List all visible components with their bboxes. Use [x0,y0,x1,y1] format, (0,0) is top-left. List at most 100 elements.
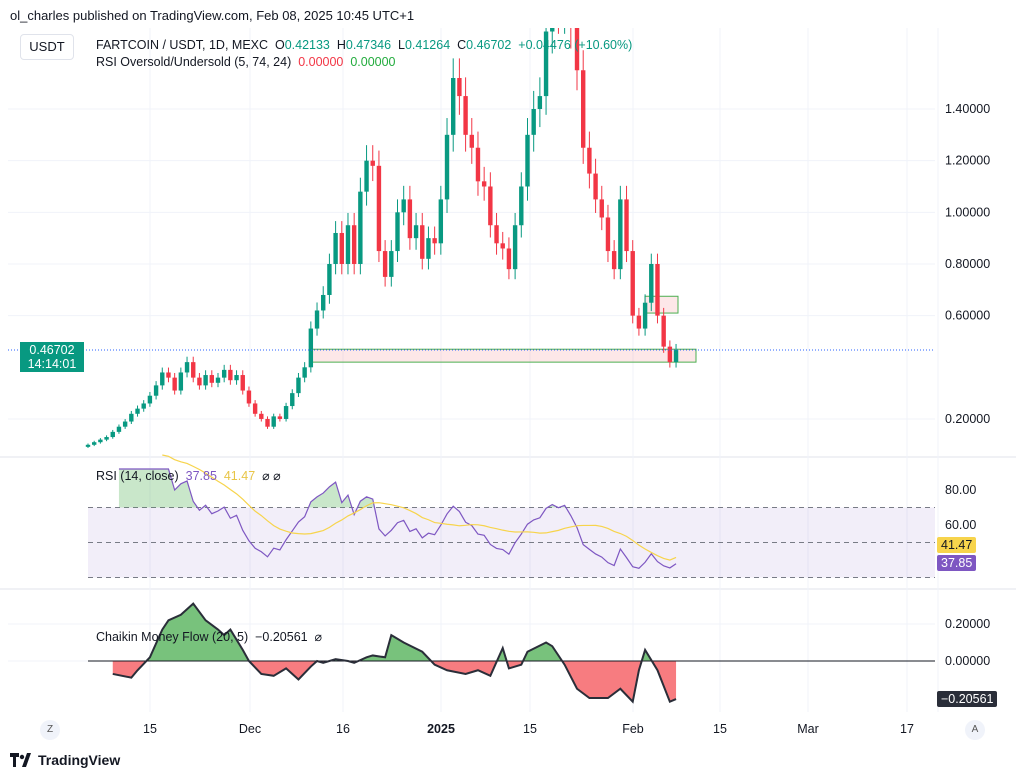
candle-down [587,147,592,174]
auto-scale-button[interactable]: A [965,720,985,740]
hidden-icon[interactable]: ⌀ [314,630,323,644]
x-tick-label: 15 [523,722,537,736]
hidden-icon[interactable]: ⌀ [262,469,270,483]
candle-down [599,199,604,218]
candle-up [426,238,431,259]
candle-down [488,186,493,226]
candle-down [624,199,629,252]
candle-down [259,413,264,419]
high-value: 0.47346 [345,38,392,52]
candle-up [203,375,208,386]
candle-up [178,372,184,391]
candle-down [500,243,505,249]
candle-up [401,199,406,213]
candle-up [333,232,338,264]
candle-down [481,181,487,187]
zoom-button[interactable]: Z [40,720,60,740]
x-tick-label: Feb [622,722,644,736]
candle-down [667,346,673,363]
candle-up [413,225,419,239]
candle-up [451,78,456,135]
candle-up [345,225,351,264]
last-price-label: 0.46702 14:14:01 [20,342,84,372]
low-value: 0.41264 [404,38,451,52]
candle-down [556,1,560,11]
open-value: 0.42133 [284,38,330,52]
candle-up [153,385,159,396]
x-tick-label: 17 [900,722,914,736]
candle-up [234,375,239,381]
candle-up [673,349,679,363]
price-tick-label: 1.40000 [945,102,990,116]
candle-down [407,199,413,239]
candle-up [308,328,314,368]
candle-up [438,199,444,244]
x-tick-label: Dec [239,722,261,736]
currency-button[interactable]: USDT [20,34,74,60]
candle-up [160,372,165,386]
candle-up [116,426,122,432]
candle-down [574,28,580,71]
candle-down [611,251,617,270]
rsi-value: 37.85 [185,469,217,483]
cmf-tick-label: 0.20000 [945,617,990,631]
close-value: 0.46702 [466,38,512,52]
rsi-ma-tag: 41.47 [937,537,977,553]
rsi-legend: RSI (14, close) 37.85 41.47 ⌀ ⌀ [96,468,281,483]
candle-down [277,416,283,419]
indicator-name[interactable]: RSI Oversold/Undersold (5, 74, 24) [96,55,292,69]
rsi-tick-label: 80.00 [945,483,976,497]
candle-down [494,225,499,244]
candle-down [593,173,598,200]
candle-down [463,96,468,135]
symbol-title[interactable]: FARTCOIN / USDT, 1D, MEXC [96,38,269,52]
candle-up [271,416,276,427]
indicator-legend: RSI Oversold/Undersold (5, 74, 24) 0.000… [96,55,396,69]
high-label: H [336,38,346,52]
publish-info: ol_charles published on TradingView.com,… [10,8,415,23]
x-tick-label: Mar [797,722,819,736]
low-label: L [398,38,405,52]
change-value: +0.04476 (+10.60%) [518,38,633,52]
rsi-overbought-fill [118,469,677,508]
candle-up [147,395,153,404]
candle-down [469,134,474,148]
candle-down [246,390,252,404]
candle-down [166,372,171,378]
tradingview-logo-icon [10,753,31,767]
candle-up [618,199,623,270]
candle-up [562,0,566,11]
rsi-ma-value: 41.47 [223,469,256,483]
candle-down [605,217,611,252]
candle-down [661,315,666,347]
candle-up [110,431,115,438]
brand-name: TradingView [38,752,121,768]
candle-up [327,263,332,295]
rsi-name[interactable]: RSI (14, close) [96,469,179,483]
candle-up [104,437,109,440]
cmf-name[interactable]: Chaikin Money Flow (20, 5) [96,630,249,644]
candle-down [636,315,642,329]
hidden-icon[interactable]: ⌀ [273,469,281,483]
candle-up [364,160,369,192]
candle-up [550,28,555,32]
candle-down [197,377,202,386]
indicator-value-2: 0.00000 [350,55,396,69]
candle-up [395,212,400,252]
cmf-legend: Chaikin Money Flow (20, 5) −0.20561 ⌀ [96,629,322,644]
indicator-value-1: 0.00000 [298,55,344,69]
candle-up [221,369,227,378]
candle-up [141,403,146,409]
candle-up [135,408,140,414]
candle-up [444,134,450,200]
candle-up [314,310,320,329]
x-tick-label: 16 [336,722,350,736]
candle-down [172,377,177,391]
x-tick-label: 15 [143,722,157,736]
candle-down [265,418,270,427]
candle-down [506,248,512,270]
price-tick-label: 0.60000 [945,309,990,323]
candle-down [432,238,437,244]
candle-down [339,232,344,264]
